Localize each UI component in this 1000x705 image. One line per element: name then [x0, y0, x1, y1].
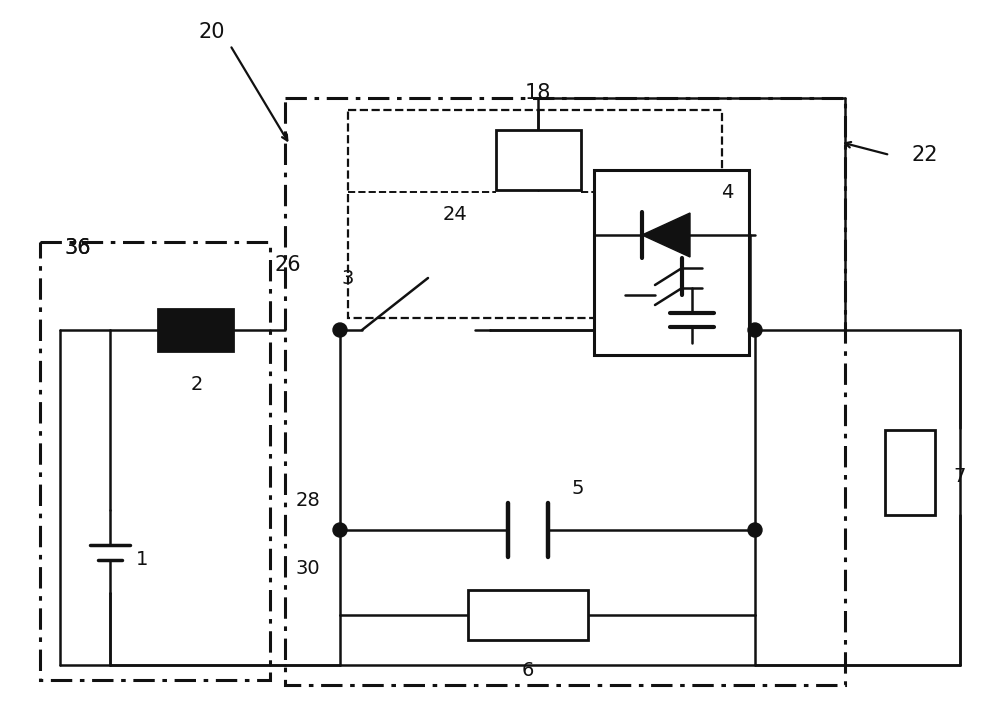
Bar	[40, 242, 270, 680]
Bar	[348, 110, 722, 318]
Text: 18: 18	[525, 83, 551, 103]
Text: 26: 26	[275, 255, 301, 275]
Text: 28: 28	[296, 491, 320, 510]
Text: 5: 5	[572, 479, 584, 498]
Bar	[496, 130, 580, 190]
Bar	[885, 429, 935, 515]
Text: 2: 2	[191, 376, 203, 395]
Text: 3: 3	[342, 269, 354, 288]
Text: 24: 24	[443, 205, 467, 224]
Text: 36: 36	[65, 238, 91, 258]
Text: 36: 36	[65, 238, 91, 258]
Text: 1: 1	[136, 549, 148, 568]
Text: 20: 20	[199, 22, 225, 42]
Circle shape	[333, 323, 347, 337]
Circle shape	[748, 523, 762, 537]
Text: 6: 6	[522, 661, 534, 680]
Text: 22: 22	[912, 145, 938, 165]
Text: 4: 4	[721, 183, 733, 202]
Bar	[468, 590, 588, 640]
Bar	[158, 309, 233, 351]
Bar	[594, 169, 750, 355]
Bar	[285, 98, 845, 685]
Circle shape	[333, 523, 347, 537]
Text: 30: 30	[296, 558, 320, 577]
Text: 7: 7	[954, 467, 966, 486]
Polygon shape	[642, 213, 690, 257]
Circle shape	[748, 323, 762, 337]
